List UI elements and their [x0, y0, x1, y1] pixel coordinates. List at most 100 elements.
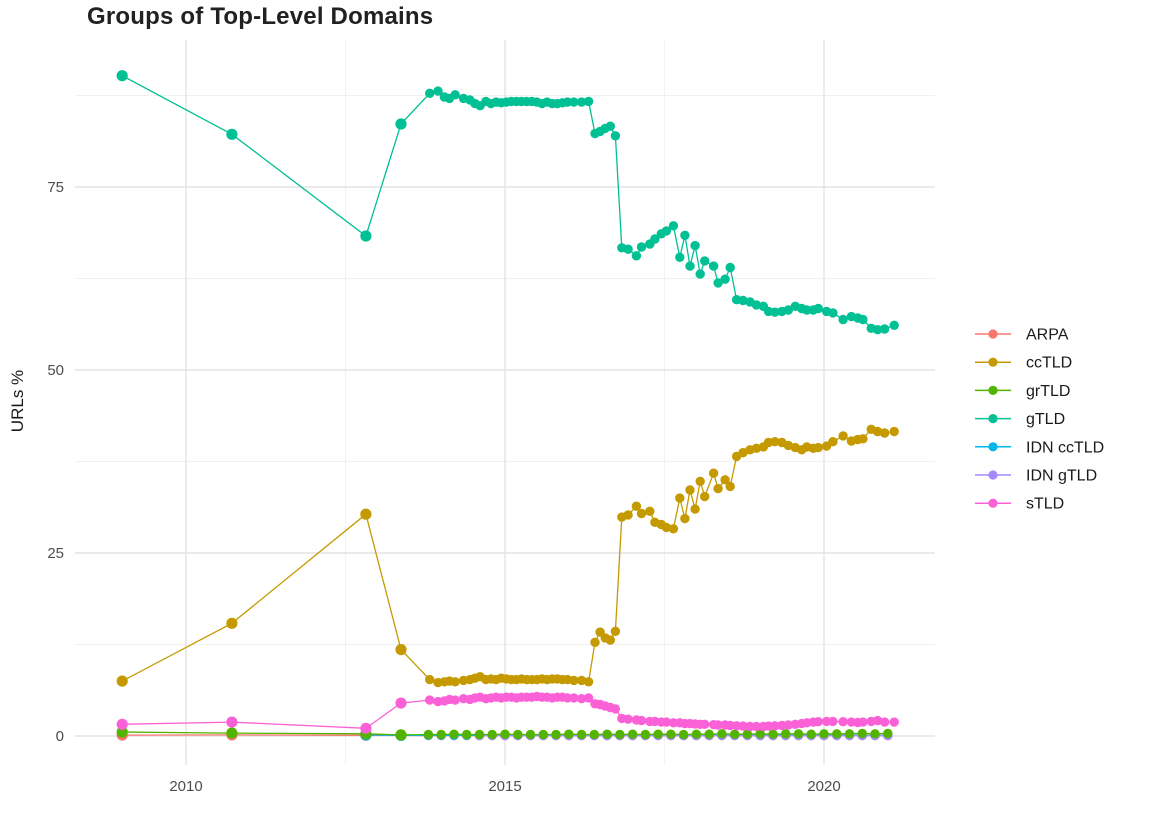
series-cctld-point: [668, 524, 679, 534]
series-cctld-point: [813, 442, 823, 453]
series-cctld-point: [450, 677, 460, 687]
series-cctld-point: [661, 522, 672, 533]
series-cctld-point: [770, 437, 780, 447]
series-gtld-point: [725, 262, 735, 273]
chart-title: Groups of Top-Level Domains: [87, 3, 434, 30]
series-cctld-point: [751, 443, 762, 453]
series-grtld-point: [551, 729, 561, 740]
series-grtld-point: [832, 729, 842, 739]
x-tick-label-2020: 2020: [807, 778, 840, 795]
legend-key-dot-idn-gtld: [988, 470, 998, 480]
series-cctld-point: [590, 637, 600, 647]
series-gtld-point: [738, 295, 748, 306]
series-cctld-point: [879, 428, 890, 438]
series-stld-point: [576, 694, 587, 704]
series-gtld-point: [661, 226, 672, 236]
series-cctld-point: [695, 476, 705, 486]
series-cctld-point: [116, 675, 128, 687]
series-grtld-point: [857, 728, 867, 739]
series-grtld-point: [627, 729, 638, 739]
series-stld-point: [226, 716, 238, 728]
series-gtld-point: [879, 324, 890, 334]
series-stld-point: [661, 717, 672, 727]
series-grtld-point: [844, 729, 855, 739]
x-tick-label-2015: 2015: [488, 778, 521, 795]
series-stld-point: [828, 716, 838, 727]
legend-item-grtld: grTLD: [975, 383, 1070, 400]
series-grtld-point: [806, 729, 816, 739]
legend-key-dot-idn-cctld: [988, 442, 998, 452]
series-cctld-point: [610, 626, 621, 636]
series-grtld-point: [678, 729, 689, 740]
series-gtld-point: [623, 244, 633, 254]
series-grtld-point: [883, 728, 893, 739]
series-grtld-point: [564, 729, 574, 739]
series-grtld-point: [704, 729, 714, 739]
series-cctld-point: [425, 674, 435, 685]
series-grtld-point: [226, 727, 238, 739]
series-grtld-point: [436, 729, 446, 740]
series-grtld-point: [474, 729, 485, 740]
series-gtld-point: [813, 303, 823, 314]
series-grtld-point: [742, 729, 753, 739]
series-gtld-point: [610, 131, 621, 141]
series-gtld-point: [751, 300, 762, 310]
series-cctld-point: [889, 426, 899, 437]
series-grtld-point: [793, 729, 804, 739]
series-gtld-point: [872, 325, 883, 335]
series-grtld-point: [615, 729, 625, 740]
x-tick-label-2010: 2010: [169, 778, 202, 795]
series-gtld-point: [116, 70, 128, 82]
series-gtld-point: [636, 242, 647, 252]
series-grtld: [116, 726, 893, 741]
series-gtld-point: [783, 305, 793, 315]
series-grtld-point: [538, 729, 548, 740]
series-gtld-point: [583, 96, 594, 107]
series-cctld-point: [576, 675, 587, 686]
series-stld-point: [858, 717, 868, 727]
series-cctld-point: [708, 468, 719, 478]
series-stld-point: [636, 715, 647, 726]
series-cctld-point: [680, 513, 690, 524]
series-gtld-point: [360, 230, 372, 242]
series-gtld-point: [708, 261, 719, 271]
series-cctld-point: [838, 431, 848, 441]
series-gtld-point: [668, 221, 679, 231]
legend-item-stld: sTLD: [975, 496, 1064, 513]
series-gtld-point: [828, 308, 838, 318]
series-gtld-point: [605, 121, 615, 131]
y-tick-label-50: 50: [47, 362, 64, 379]
series-cctld-point: [645, 506, 655, 516]
series-stld-point: [583, 693, 594, 703]
series-stld-point: [872, 715, 883, 726]
series-cctld-point: [713, 483, 723, 494]
series-stld-point: [360, 722, 372, 734]
series-cctld-point: [395, 644, 407, 656]
series-cctld-point: [623, 510, 633, 520]
series-stld-point: [610, 704, 621, 714]
series-grtld-point: [730, 729, 740, 739]
series-stld-point: [713, 720, 723, 730]
series-grtld-point: [116, 726, 128, 738]
series-grtld-point: [755, 729, 765, 739]
series-grtld-point: [781, 729, 791, 739]
series-stld-point: [838, 717, 848, 727]
series-grtld-point: [449, 729, 459, 739]
series-gtld-point: [700, 256, 710, 266]
series-grtld-point: [513, 729, 523, 740]
series-gtld-point: [395, 118, 407, 130]
legend-label-stld: sTLD: [1026, 496, 1064, 513]
series-stld: [116, 691, 899, 734]
series-cctld-point: [569, 675, 579, 686]
series-stld-point: [395, 697, 407, 709]
legend-key-dot-arpa: [988, 329, 998, 339]
y-tick-label-75: 75: [47, 179, 64, 196]
series-grtld-point: [500, 729, 510, 739]
series-grtld-point: [653, 729, 663, 739]
series-grtld-point: [589, 729, 599, 740]
legend-label-gtld: gTLD: [1026, 411, 1065, 428]
series-stld-point: [569, 693, 579, 703]
legend-item-gtld: gTLD: [975, 411, 1065, 428]
series-cctld-point: [700, 491, 710, 502]
